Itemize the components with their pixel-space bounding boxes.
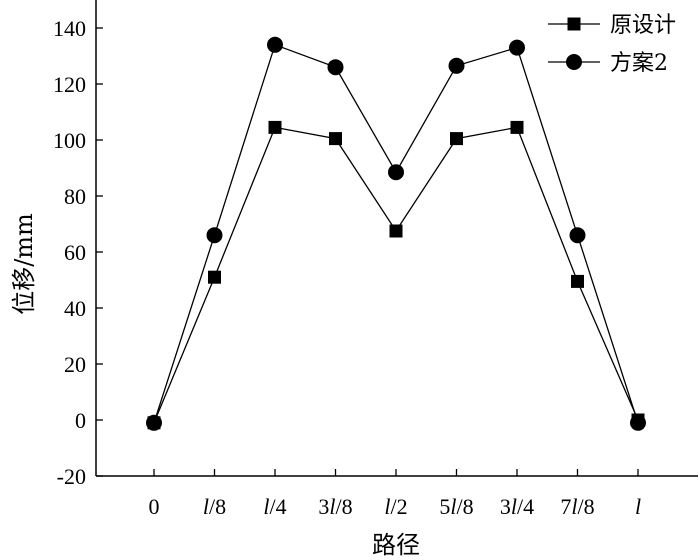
x-axis-label: 路径: [372, 531, 420, 559]
data-point: [267, 36, 283, 53]
x-axis-ticks: 0 l/8 l/4 3l/8 l/2 5l/8 3l/4 7l/8 l: [149, 469, 641, 519]
data-point: [208, 270, 221, 284]
data-point: [327, 59, 344, 76]
data-point: [329, 132, 342, 146]
data-point: [448, 57, 465, 74]
series-group: [146, 36, 646, 431]
y-tick-label: 100: [53, 128, 86, 153]
x-tick-label: 0: [149, 494, 160, 519]
y-tick-label: 0: [75, 408, 86, 433]
data-point: [146, 414, 162, 431]
axes: [95, 0, 698, 477]
y-tick-label: 60: [64, 240, 86, 265]
legend-label: 原设计: [610, 13, 676, 38]
data-point: [388, 164, 404, 181]
y-tick-label: 80: [64, 184, 86, 209]
data-point: [389, 224, 403, 238]
y-axis-label: 位移/mm: [10, 213, 38, 315]
y-tick-label: 120: [53, 72, 86, 97]
x-tick-label: 3l/4: [500, 494, 534, 519]
x-tick-label: l/4: [263, 494, 286, 519]
legend-label: 方案2: [610, 51, 668, 76]
x-tick-label: 7l/8: [560, 494, 594, 519]
data-point: [206, 227, 223, 244]
y-tick-label: -20: [57, 464, 86, 489]
series-2: [146, 36, 646, 431]
legend-square-marker: [567, 17, 581, 31]
data-point: [509, 39, 525, 56]
legend-circle-marker: [566, 54, 582, 70]
y-tick-label: 40: [64, 296, 86, 321]
data-point: [569, 227, 586, 244]
legend-item: 原设计: [548, 13, 676, 38]
x-tick-label: l/2: [384, 494, 407, 519]
x-tick-label: 5l/8: [439, 494, 473, 519]
x-tick-label: 3l/8: [318, 494, 352, 519]
y-tick-label: 140: [53, 16, 86, 41]
legend-item: 方案2: [548, 51, 668, 76]
data-point: [630, 414, 646, 431]
data-point: [268, 120, 282, 134]
data-point: [571, 274, 584, 288]
y-axis-ticks: -20 0 20 40 60 80 100 120 140: [53, 16, 103, 489]
x-tick-label: l: [635, 494, 641, 519]
x-tick-label: l/8: [203, 494, 226, 519]
y-tick-label: 20: [64, 352, 86, 377]
data-point: [510, 120, 524, 134]
data-point: [450, 132, 463, 146]
